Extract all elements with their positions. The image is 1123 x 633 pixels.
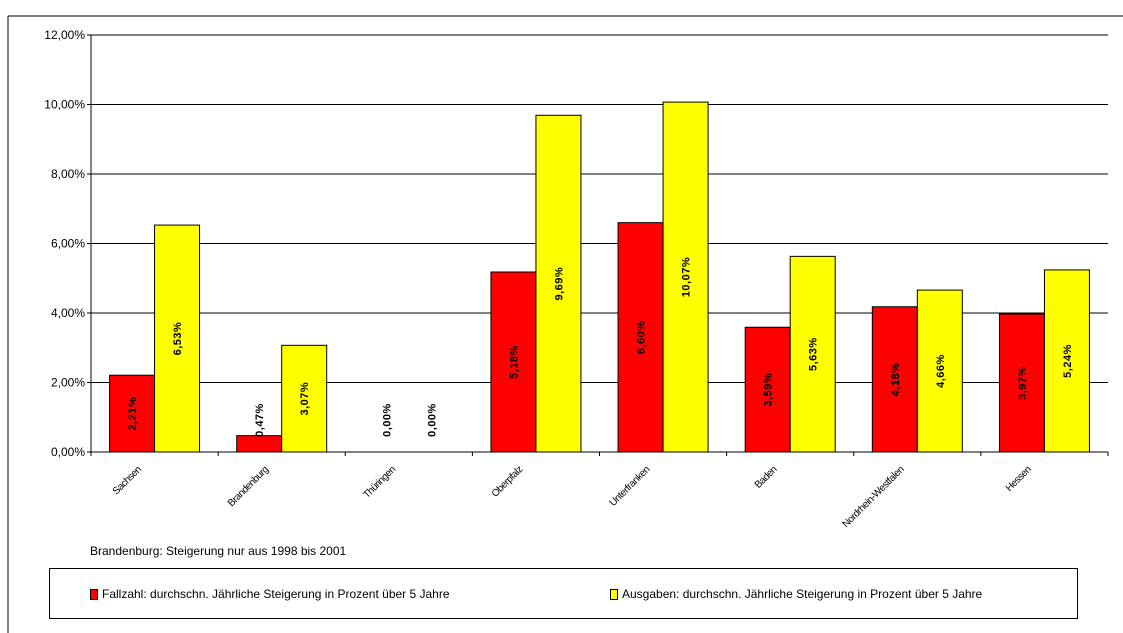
y-tick-label: 4,00% [51,306,85,320]
data-label: 3,97% [1017,366,1029,400]
data-labels: 2,21% 6,53% 0,47% 3,07% 0,00% 0,00% 5,18% 9,69%… [127,257,1074,437]
bar-ausgaben [154,224,201,453]
legend-label-ausgaben: Ausgaben: durchschn. Jährliche Steigerun… [622,587,983,601]
y-tick-label: 8,00% [51,167,85,181]
bar-ausgaben [535,114,582,453]
chart-note: Brandenburg: Steigerung nur aus 1998 bis… [90,544,347,558]
bars [109,101,1090,453]
legend-item-fallzahl: Fallzahl: durchschn. Jährliche Steigerun… [90,587,450,601]
data-label: 2,21% [127,397,139,431]
category-label: Hessen [1004,464,1034,494]
y-tick-label: 2,00% [51,376,85,390]
data-label: 4,18% [890,363,902,397]
category-label: Sachsen [111,464,144,497]
legend-swatch-red [90,588,98,600]
bar-ausgaben [281,344,328,453]
data-label: 5,18% [508,345,520,379]
data-label: 6,60% [636,320,648,354]
category-label: Nordrhein-Westfalen [841,464,907,530]
data-label: 3,59% [763,373,775,407]
data-label: 6,53% [172,322,184,356]
y-tick-label: 6,00% [51,237,85,251]
bar-fallzahl [617,222,664,453]
data-label: 4,66% [935,354,947,388]
category-label: Baden [753,464,779,490]
category-label: Oberpfalz [490,464,526,500]
bar-ausgaben [916,289,963,453]
legend-swatch-yellow [610,588,618,600]
y-tick-label: 0,00% [51,445,85,459]
bar-fallzahl [236,435,283,453]
data-label: 0,47% [254,403,266,437]
bar-fallzahl [998,313,1045,453]
bar-ausgaben [662,101,709,453]
bar-fallzahl [109,374,156,453]
legend-item-ausgaben: Ausgaben: durchschn. Jährliche Steigerun… [610,587,982,601]
bar-fallzahl [744,326,791,453]
data-label: 9,69% [553,267,565,301]
y-tick-label: 12,00% [44,28,85,42]
category-label: Brandenburg [226,464,271,509]
data-label: 3,07% [299,382,311,416]
legend-label-fallzahl: Fallzahl: durchschn. Jährliche Steigerun… [102,587,450,601]
data-label: 5,24% [1062,344,1074,378]
data-label: 10,07% [681,257,693,297]
data-label: 0,00% [381,403,393,437]
category-label: Thüringen [361,464,397,500]
data-label: 0,00% [426,403,438,437]
legend: Fallzahl: durchschn. Jährliche Steigerun… [49,568,1078,619]
category-label: Unterfranken [608,464,652,508]
gridlines [91,34,1108,383]
data-label: 5,63% [808,337,820,371]
y-tick-label: 10,00% [44,98,85,112]
